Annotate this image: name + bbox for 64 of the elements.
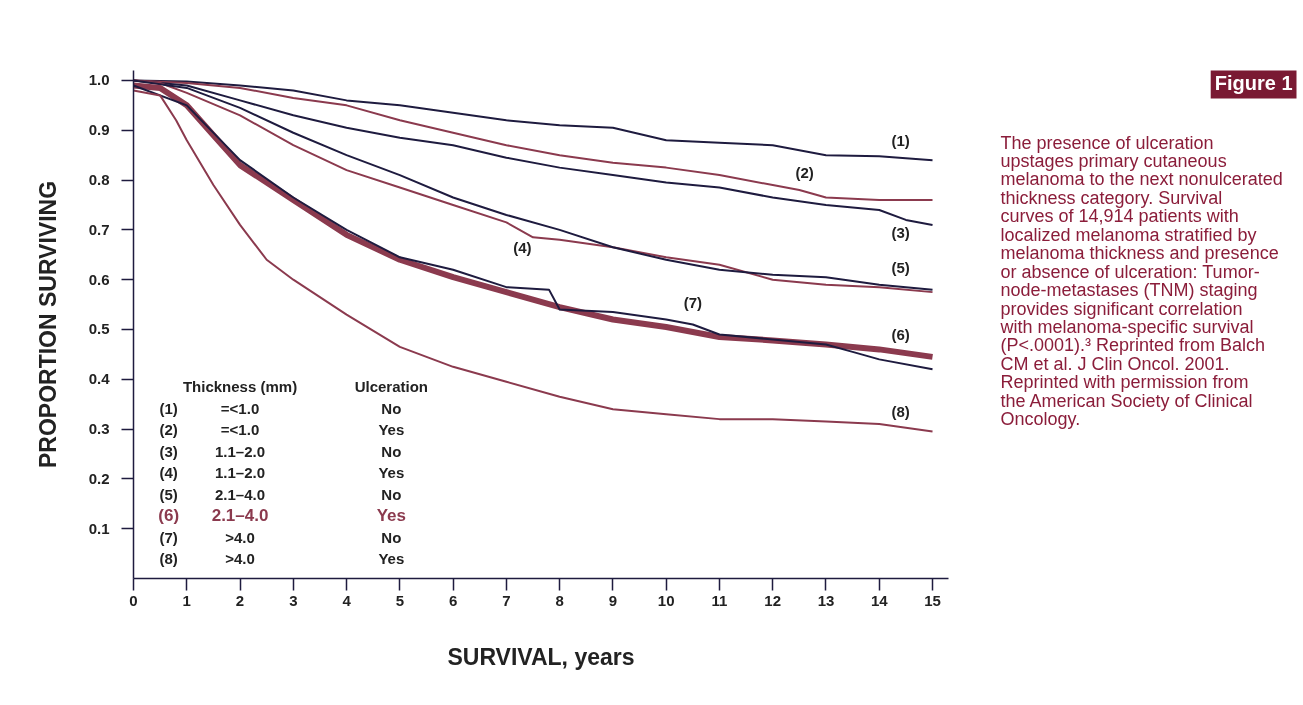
- annotation: >4.0: [225, 528, 255, 546]
- series-label: (5): [891, 258, 910, 276]
- annotation: (5): [159, 485, 178, 503]
- y-tick-label: 1.0: [88, 71, 110, 89]
- x-tick-label: 1: [182, 591, 191, 609]
- series-label: (6): [891, 325, 910, 343]
- series-label: (7): [683, 293, 702, 311]
- annotation: 2.1–4.0: [211, 506, 269, 526]
- x-tick-label: 8: [555, 591, 564, 609]
- series-label: (2): [795, 164, 814, 182]
- annotation: (7): [159, 528, 178, 546]
- x-tick-label: 3: [289, 591, 298, 609]
- x-tick-label: 2: [235, 591, 245, 609]
- x-axis-title: SURVIVAL, years: [447, 643, 635, 670]
- y-axis-title: PROPORTION SURVIVING: [34, 180, 61, 469]
- text: The presence of ulceration upstages primary cutaneous melanoma to the next nonulcerated thickness category. Survival curves of 14,914 patients with localized melanoma stratified by melanoma thickness and presence or absence of ulceration: Tumor-node-metastases (TNM) staging provides significant correlation with melanoma-specific survival (P<.0001).³ Reprinted from Balch CM et al. J Clin Oncol. 2001. Reprinted with permission from the American Society of Clinical Oncology.: [1000, 132, 1283, 430]
- y-tick-label: 0.4: [88, 370, 111, 388]
- annotation: Yes: [378, 550, 405, 568]
- y-tick-label: 0.3: [88, 420, 110, 438]
- x-tick-label: 4: [342, 591, 352, 609]
- annotation: Yes: [378, 421, 405, 439]
- text: Figure 1: [1214, 72, 1293, 95]
- annotation: (6): [158, 506, 180, 526]
- annotation: (4): [159, 464, 178, 482]
- annotation: (8): [159, 550, 178, 568]
- series-label: (8): [891, 403, 910, 421]
- series-label: (3): [891, 223, 910, 241]
- annotation: 2.1–4.0: [215, 485, 266, 503]
- series-label: (4): [513, 238, 532, 256]
- x-tick-label: 13: [817, 591, 835, 609]
- x-tick-label: 6: [448, 591, 458, 609]
- x-tick-label: 9: [608, 591, 618, 609]
- y-tick-label: 0.1: [88, 519, 110, 537]
- y-tick-label: 0.6: [88, 270, 110, 288]
- x-tick-label: 10: [657, 591, 675, 609]
- x-tick-label: 5: [395, 591, 405, 609]
- x-tick-label: 12: [764, 591, 782, 609]
- x-tick-label: 11: [711, 591, 728, 609]
- series-label: (1): [891, 131, 910, 149]
- annotation: No: [381, 399, 402, 417]
- y-tick-label: 0.8: [88, 171, 110, 189]
- y-tick-label: 0.7: [88, 220, 110, 238]
- x-tick-label: 15: [924, 591, 941, 609]
- annotation: >4.0: [225, 550, 255, 568]
- x-tick-label: 0: [129, 591, 138, 609]
- annotation: No: [381, 528, 402, 546]
- annotation: 1.1–2.0: [215, 464, 266, 482]
- annotation: (1): [159, 399, 178, 417]
- y-tick-label: 0.5: [88, 320, 110, 338]
- annotation: =<1.0: [220, 421, 260, 439]
- annotation: Thickness (mm): [182, 378, 298, 396]
- annotation: No: [381, 485, 402, 503]
- annotation: No: [381, 442, 402, 460]
- annotation: 1.1–2.0: [215, 442, 266, 460]
- x-tick-label: 7: [502, 591, 511, 609]
- x-tick-label: 14: [870, 591, 889, 609]
- annotation: Yes: [376, 506, 406, 526]
- annotation: =<1.0: [220, 399, 260, 417]
- annotation: (3): [159, 442, 178, 460]
- y-tick-label: 0.9: [88, 121, 110, 139]
- annotation: (2): [159, 421, 178, 439]
- annotation: Ulceration: [354, 378, 428, 396]
- y-tick-label: 0.2: [88, 469, 110, 487]
- annotation: Yes: [378, 464, 405, 482]
